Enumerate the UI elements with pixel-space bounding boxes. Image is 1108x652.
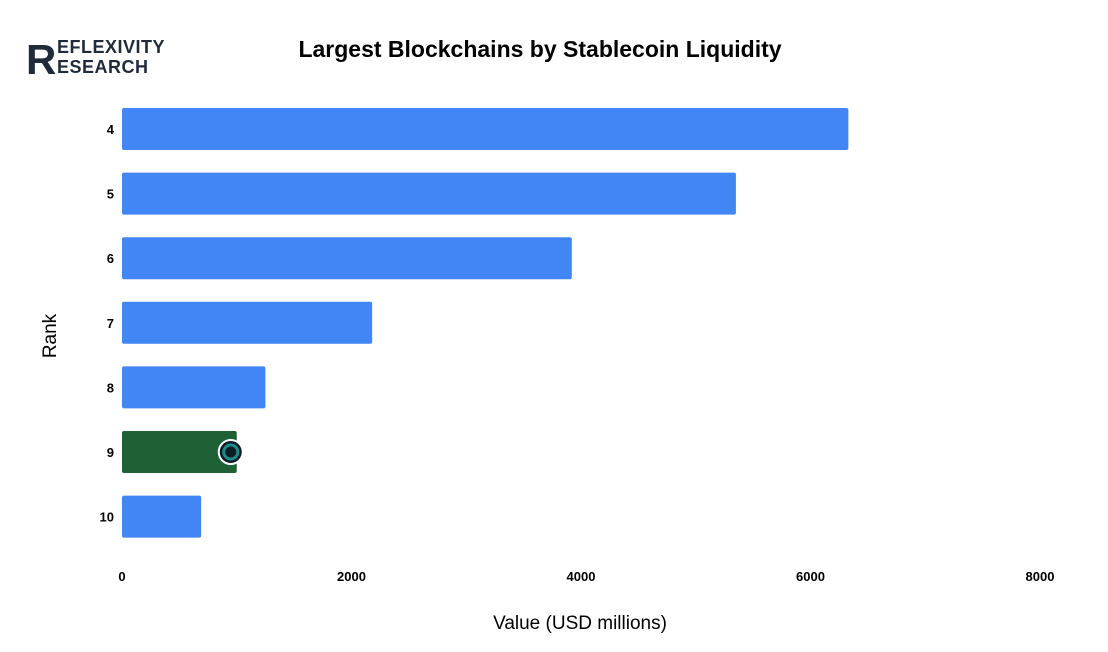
y-tick-label: 7 bbox=[107, 316, 114, 331]
x-axis-label: Value (USD millions) bbox=[493, 613, 667, 634]
logo-line-1: EFLEXIVITY bbox=[57, 37, 165, 57]
y-tick-label: 6 bbox=[107, 251, 114, 266]
chart-title: Largest Blockchains by Stablecoin Liquid… bbox=[298, 36, 782, 62]
y-tick-label: 10 bbox=[100, 510, 114, 525]
logo-line-2: ESEARCH bbox=[57, 57, 149, 77]
y-tick-labels: 4 5 6 7 8 9 10 bbox=[100, 122, 115, 525]
reflexivity-research-logo: R EFLEXIVITY ESEARCH bbox=[26, 36, 196, 83]
bar-rank-10 bbox=[122, 495, 202, 538]
bar-rank-4 bbox=[122, 108, 849, 150]
logo-letter: R bbox=[26, 36, 56, 78]
y-axis-label: Rank bbox=[40, 313, 61, 358]
bar-rank-5 bbox=[122, 172, 736, 215]
y-tick-label: 8 bbox=[107, 380, 114, 395]
logo-mark: R EFLEXIVITY ESEARCH bbox=[26, 36, 165, 83]
bar-rank-7 bbox=[122, 301, 373, 344]
y-tick-label: 9 bbox=[107, 445, 114, 460]
bar-rank-6 bbox=[122, 237, 572, 280]
x-tick-labels: 0 2000 4000 6000 8000 bbox=[118, 569, 1054, 584]
y-tick-label: 5 bbox=[107, 187, 114, 202]
bar-rank-9 bbox=[122, 431, 237, 473]
bars-group bbox=[122, 108, 849, 538]
x-tick-label: 6000 bbox=[796, 569, 825, 584]
x-tick-label: 2000 bbox=[337, 569, 366, 584]
y-tick-label: 4 bbox=[107, 122, 115, 137]
x-tick-label: 0 bbox=[118, 569, 125, 584]
chain-logo-icon bbox=[217, 439, 244, 465]
x-tick-label: 8000 bbox=[1026, 569, 1055, 584]
x-tick-label: 4000 bbox=[567, 569, 596, 584]
bar-rank-8 bbox=[122, 366, 266, 409]
